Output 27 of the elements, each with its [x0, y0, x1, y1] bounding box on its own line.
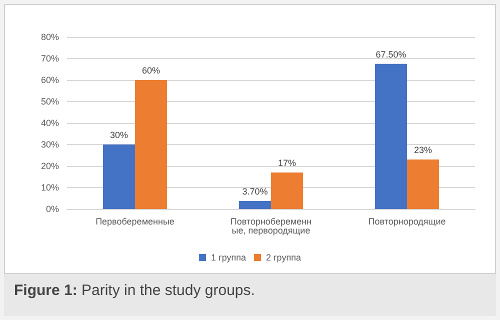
legend-label: 1 группа — [211, 252, 246, 262]
bar — [103, 144, 135, 209]
bar — [135, 80, 167, 209]
y-tick-label: 0% — [46, 204, 59, 214]
data-label: 23% — [414, 145, 432, 156]
data-label: 17% — [278, 158, 296, 168]
bar — [239, 201, 271, 209]
y-tick-label: 30% — [40, 140, 59, 150]
x-tick-label: Повторнородящие — [368, 216, 446, 226]
y-tick-label: 40% — [40, 118, 59, 128]
data-label: 67.50% — [376, 49, 406, 60]
bar — [271, 172, 303, 209]
y-tick-label: 10% — [40, 182, 59, 192]
y-tick-label: 70% — [40, 54, 59, 64]
y-tick-label: 60% — [40, 75, 59, 85]
x-tick-label: Первобеременные — [96, 216, 174, 226]
x-tick-label: Повторнобеременные, первородящие — [230, 216, 312, 236]
y-tick-label: 20% — [40, 161, 59, 171]
y-tick-label: 50% — [40, 96, 59, 106]
data-label: 60% — [142, 66, 160, 76]
bar — [407, 160, 439, 209]
legend-label: 2 группа — [266, 252, 301, 262]
bar — [375, 64, 407, 209]
data-label: 30% — [110, 130, 128, 140]
y-tick-label: 80% — [40, 32, 59, 42]
data-label: 3.70% — [242, 186, 268, 197]
caption: Figure 1: Parity in the study groups. — [14, 282, 256, 299]
